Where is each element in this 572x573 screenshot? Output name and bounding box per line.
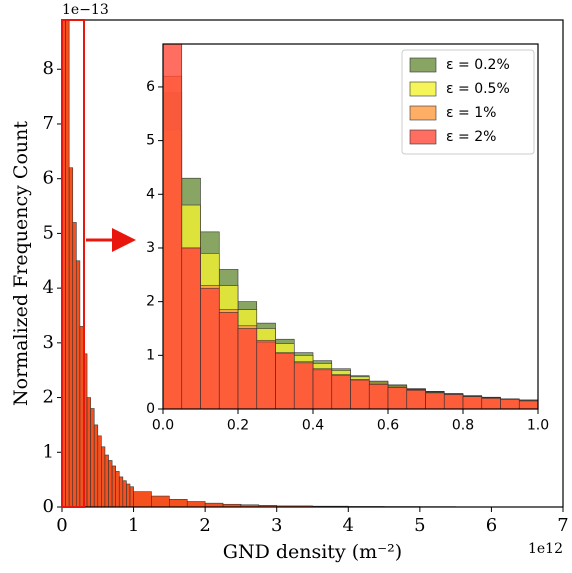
bar [122, 480, 127, 508]
highlight-box [61, 19, 85, 508]
bar [115, 471, 120, 508]
x-tick-label: 3 [271, 515, 282, 536]
bar [65, 19, 70, 508]
bar [256, 341, 276, 410]
y-tick-label: 4 [43, 277, 54, 298]
y-tick-label: 7 [43, 113, 54, 134]
bar [406, 389, 426, 410]
bar [129, 486, 134, 508]
bar [237, 328, 258, 410]
y-tick-label: 5 [43, 222, 54, 243]
legend-swatch [409, 81, 437, 97]
y-tick-label: 8 [43, 58, 54, 79]
bar [169, 499, 188, 508]
x-tick-label: 0.8 [452, 417, 474, 433]
y-tick-label: 0 [43, 496, 54, 517]
bar [86, 397, 91, 508]
y-tick-label: 2 [146, 294, 155, 310]
bar [331, 374, 351, 410]
x-tick-label: 0.2 [227, 417, 249, 433]
bar [293, 362, 314, 410]
legend-swatch [409, 129, 437, 145]
bar [108, 460, 113, 508]
x-tick-label: 0 [56, 515, 67, 536]
legend-label: ε = 0.5% [446, 81, 510, 97]
bar [218, 312, 239, 410]
x-tick-label: 0.4 [302, 417, 324, 433]
y-tick-label: 2 [43, 387, 54, 408]
y-tick-label: 1 [43, 441, 54, 462]
legend-swatch [409, 57, 437, 73]
bar [350, 379, 370, 410]
x-tick-label: 4 [343, 515, 354, 536]
bar [500, 399, 520, 410]
x-tick-label: 1 [128, 515, 139, 536]
bar [101, 446, 106, 508]
bar [387, 387, 408, 410]
x-tick-label: 0.0 [152, 417, 174, 433]
legend-box [401, 49, 535, 155]
bar [151, 495, 170, 508]
y-tick-label: 1 [146, 347, 155, 363]
bar [72, 222, 77, 508]
bar [443, 394, 464, 410]
bar [518, 400, 539, 410]
bar [79, 326, 84, 508]
y-tick-label: 6 [146, 79, 155, 95]
y-tick-label: 3 [146, 240, 155, 256]
y-offset-label: 1e−13 [62, 2, 109, 18]
bar [312, 369, 333, 410]
legend-swatch [409, 105, 437, 121]
bar [118, 476, 124, 508]
bar [126, 483, 131, 508]
y-axis-label: Normalized Frequency Count [10, 121, 32, 406]
bar [111, 465, 116, 508]
bar [275, 353, 295, 410]
y-tick-label: 0 [146, 401, 155, 417]
bar [200, 287, 220, 410]
bar [186, 501, 206, 508]
bar [462, 396, 483, 410]
bar [481, 397, 501, 410]
y-tick-label: 4 [146, 186, 155, 202]
legend-label: ε = 1% [446, 105, 496, 121]
bar [76, 260, 81, 508]
bar [368, 384, 389, 410]
legend-label: ε = 0.2% [446, 57, 510, 73]
x-tick-label: 1.0 [527, 417, 549, 433]
inset-axes: 0.0 0.2 0.4 0.6 0.8 1.0 0 1 2 3 4 5 6 ε = 0.2% ε = 0.5… [146, 43, 549, 433]
x-tick-label: 5 [414, 515, 425, 536]
bar [133, 491, 152, 508]
bar [68, 167, 74, 508]
x-tick-label: 0.6 [377, 417, 399, 433]
axes-frame [162, 43, 539, 410]
y-tick-label: 6 [43, 168, 54, 189]
bar [90, 408, 95, 508]
bar [425, 392, 445, 410]
y-tick-label: 5 [146, 133, 155, 149]
legend-label: ε = 2% [446, 129, 496, 145]
bar [97, 435, 102, 508]
x-axis-label: GND density (m⁻²) [223, 541, 402, 563]
bar [162, 43, 183, 410]
main-axes: 0 1 2 3 4 5 6 7 0 1 2 3 4 5 6 7 8 GND density (m⁻²) Normal… [10, 2, 569, 563]
x-tick-label: 6 [486, 515, 497, 536]
bar [93, 424, 99, 508]
y-tick-label: 3 [43, 332, 54, 353]
x-tick-label: 2 [199, 515, 210, 536]
x-offset-label: 1e12 [528, 541, 563, 557]
x-tick-label: 7 [557, 515, 568, 536]
bar [181, 247, 201, 410]
bar [104, 454, 109, 508]
